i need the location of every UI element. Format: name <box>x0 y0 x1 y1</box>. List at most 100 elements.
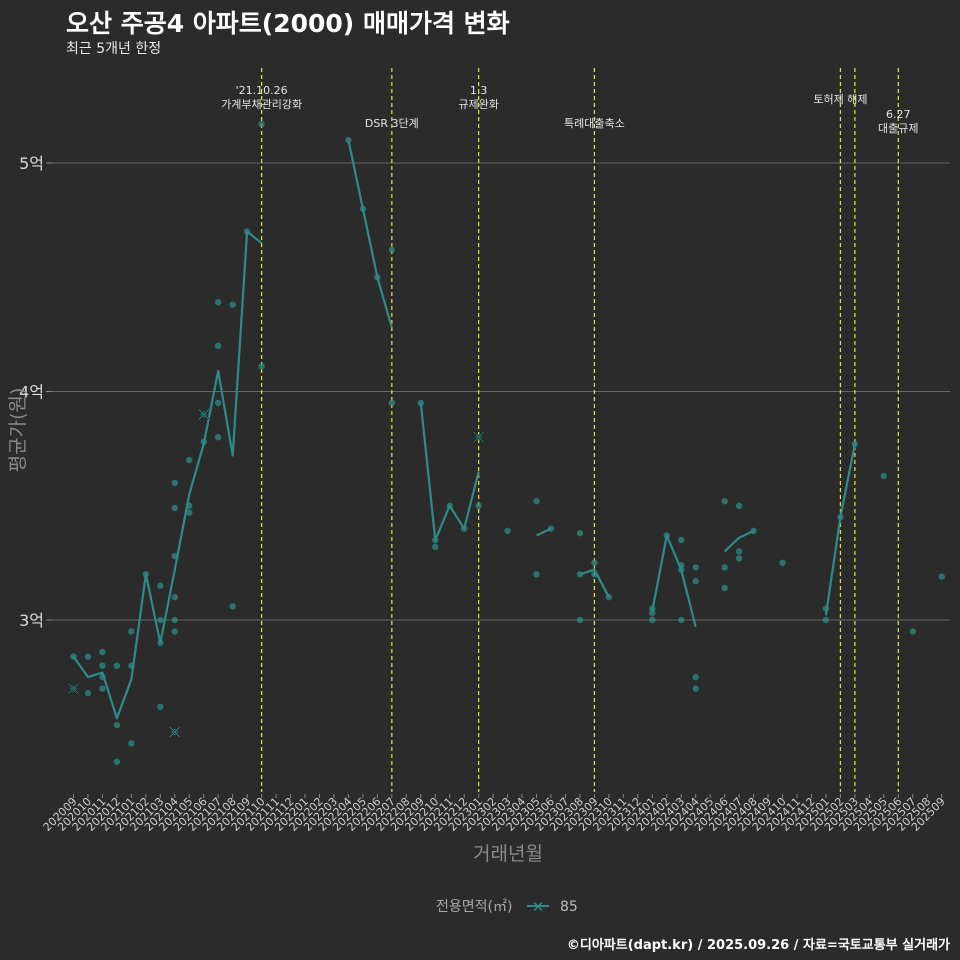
data-point <box>547 525 555 532</box>
data-point <box>721 564 728 571</box>
data-point <box>171 593 178 601</box>
event-annotation: 규제완화 <box>458 98 498 111</box>
chart-title: 오산 주공4 아파트(2000) 매매가격 변화 <box>66 9 510 38</box>
data-point <box>243 228 251 235</box>
data-point <box>157 616 164 624</box>
cross-point <box>67 682 80 695</box>
data-point <box>750 527 757 535</box>
data-point <box>215 434 222 441</box>
data-point <box>432 543 439 551</box>
y-axis-title: 평균가(원) <box>7 388 29 473</box>
data-point <box>374 274 381 281</box>
data-point <box>605 593 613 601</box>
event-annotation: 대출규제 <box>878 122 918 135</box>
data-point <box>678 536 685 544</box>
data-point <box>113 721 121 729</box>
data-point <box>142 571 150 578</box>
data-point <box>446 502 453 509</box>
data-point <box>229 603 236 610</box>
data-point <box>576 616 584 624</box>
data-point <box>735 548 743 555</box>
data-point <box>822 616 830 624</box>
event-annotation: '21.10.26 <box>236 84 288 97</box>
data-point <box>99 648 106 656</box>
data-point <box>186 456 193 464</box>
data-point <box>460 525 468 532</box>
y-tick-label: 4억 <box>19 383 44 402</box>
data-point <box>128 740 135 747</box>
cross-point <box>169 726 181 738</box>
y-tick-label: 5억 <box>19 154 44 173</box>
data-point <box>157 582 164 589</box>
data-point <box>359 205 367 212</box>
source-caption: ©디아파트(dapt.kr) / 2025.09.26 / 자료=국토교통부 실… <box>566 938 950 953</box>
line-layer <box>72 139 856 720</box>
data-point <box>779 559 786 567</box>
series-line-segment-5 <box>651 534 697 628</box>
data-point <box>84 689 92 697</box>
data-point <box>99 662 106 669</box>
data-point <box>721 584 728 592</box>
data-point <box>171 552 178 560</box>
legend-cross-key: ✕ <box>532 898 545 916</box>
data-point <box>70 653 77 660</box>
data-point <box>186 502 193 509</box>
y-tick-label: 3억 <box>19 611 44 630</box>
event-annotation: 가계부채관리강화 <box>221 98 302 111</box>
series-line-segment-0 <box>72 230 263 720</box>
legend-title: 전용면적(㎡) <box>436 899 512 915</box>
data-point <box>215 342 222 349</box>
grid-layer: 3억 4억 5억 <box>19 154 950 630</box>
data-point <box>113 758 121 765</box>
data-point <box>692 673 699 681</box>
data-point <box>258 120 265 128</box>
data-point <box>157 639 164 647</box>
data-point <box>171 504 178 512</box>
point-layer <box>67 120 945 765</box>
data-point <box>649 616 656 624</box>
data-point <box>215 399 222 407</box>
cross-stroke-d <box>198 408 210 420</box>
data-point <box>171 628 178 635</box>
data-point <box>678 616 685 624</box>
data-point <box>576 529 584 537</box>
chart-subtitle: 최근 5개년 한정 <box>66 41 162 57</box>
legend: 전용면적(㎡) ✕ 85 <box>436 898 578 916</box>
cross-stroke-d <box>68 683 79 694</box>
data-point <box>735 502 743 509</box>
data-point <box>99 673 106 681</box>
x-axis-title: 거래년월 <box>473 843 543 865</box>
data-point <box>157 703 164 711</box>
data-point <box>258 363 265 370</box>
data-point <box>388 246 396 254</box>
event-annotation: 1.3 <box>470 84 488 97</box>
data-point <box>837 513 844 521</box>
data-point <box>692 577 699 585</box>
data-point <box>215 299 222 306</box>
event-annotation: 6.27 <box>886 108 911 121</box>
data-point <box>591 559 598 567</box>
event-annotation: DSR 3단계 <box>365 117 419 130</box>
series-line-segment-6 <box>723 529 755 553</box>
data-point <box>880 472 888 480</box>
data-point <box>721 497 728 505</box>
cross-point <box>472 431 485 443</box>
data-point <box>692 685 699 692</box>
data-point <box>113 662 121 669</box>
series-line-segment-4 <box>579 568 610 598</box>
data-point <box>171 479 178 487</box>
x-tick-layer: 2020092020102020112020122021012021022021… <box>41 794 948 834</box>
data-point <box>186 509 193 516</box>
data-point <box>432 536 439 544</box>
data-point <box>851 440 859 448</box>
data-point <box>938 573 945 580</box>
data-point <box>417 399 424 407</box>
event-annotation: 토허제 해제 <box>813 92 867 106</box>
cross-point <box>198 408 210 421</box>
data-point <box>735 555 743 562</box>
data-point <box>388 399 396 407</box>
data-point <box>692 564 699 571</box>
data-point <box>171 616 178 624</box>
